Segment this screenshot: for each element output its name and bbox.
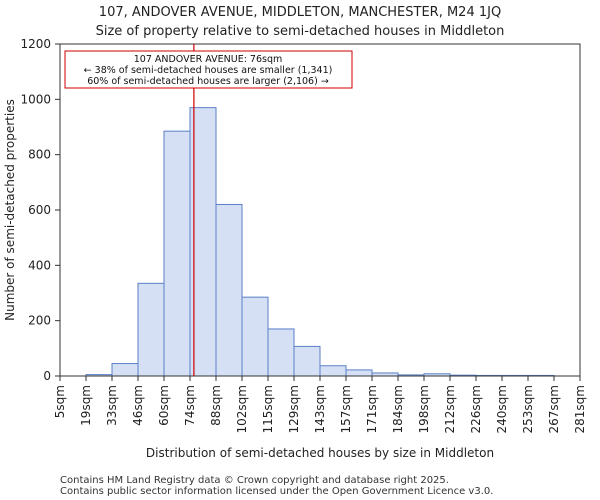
x-tick-label: 60sqm [157, 385, 171, 426]
x-tick-label: 226sqm [469, 385, 483, 433]
annotation-line-1: 107 ANDOVER AVENUE: 76sqm [134, 54, 283, 65]
y-tick-label: 800 [28, 148, 51, 162]
x-tick-label: 46sqm [131, 385, 145, 426]
x-tick-label: 253sqm [521, 385, 535, 433]
annotation-line-2: ← 38% of semi-detached houses are smalle… [84, 65, 333, 76]
histogram-bar-46sqm [137, 282, 165, 377]
histogram-bar-115sqm [267, 328, 295, 377]
x-tick-label: 157sqm [339, 385, 353, 433]
x-tick-label: 267sqm [547, 385, 561, 433]
y-tick-label: 400 [28, 258, 51, 272]
histogram-bar-60sqm [163, 130, 191, 377]
x-tick-label: 212sqm [443, 385, 457, 433]
y-tick-label: 200 [28, 314, 51, 328]
chart-subtitle: Size of property relative to semi-detach… [96, 24, 505, 39]
y-axis-label: Number of semi-detached properties [3, 99, 17, 321]
y-tick-label: 1000 [20, 92, 51, 106]
x-tick-label: 102sqm [235, 385, 249, 433]
histogram-bar-143sqm [319, 365, 347, 377]
x-tick-label: 240sqm [495, 385, 509, 433]
histogram-bar-33sqm [111, 363, 139, 377]
footer-line-1: Contains HM Land Registry data © Crown c… [60, 475, 449, 486]
y-tick-label: 1200 [20, 37, 51, 51]
y-tick-label: 600 [28, 203, 51, 217]
histogram-bar-102sqm [241, 296, 269, 377]
x-axis-label: Distribution of semi-detached houses by … [146, 446, 494, 460]
x-tick-label: 184sqm [391, 385, 405, 433]
histogram-bar-157sqm [345, 369, 373, 377]
histogram-bar-88sqm [215, 203, 243, 377]
x-tick-label: 88sqm [209, 385, 223, 426]
y-axis-ticks: 0 200 400 600 800 1000 1200 [20, 37, 60, 383]
x-tick-label: 143sqm [313, 385, 327, 433]
x-tick-label: 171sqm [365, 385, 379, 433]
chart-title: 107, ANDOVER AVENUE, MIDDLETON, MANCHEST… [99, 5, 501, 20]
histogram-bar-129sqm [293, 345, 321, 377]
x-tick-label: 5sqm [53, 385, 67, 418]
x-tick-label: 33sqm [105, 385, 119, 426]
y-tick-label: 0 [43, 369, 51, 383]
x-tick-label: 74sqm [183, 385, 197, 426]
x-axis-ticks: 5sqm 19sqm 33sqm 46sqm 60sqm 74sqm 88sqm 102sqm… [53, 376, 587, 433]
x-tick-label: 129sqm [287, 385, 301, 433]
annotation-line-3: 60% of semi-detached houses are larger (… [87, 76, 329, 87]
plot-frame [59, 43, 581, 377]
bars-group [85, 107, 555, 377]
x-tick-label: 198sqm [417, 385, 431, 433]
footer-line-2: Contains public sector information licen… [60, 486, 493, 497]
x-tick-label: 19sqm [79, 385, 93, 426]
x-tick-label: 281sqm [573, 385, 587, 433]
annotation-box: 107 ANDOVER AVENUE: 76sqm ← 38% of semi-… [64, 50, 353, 89]
x-tick-label: 115sqm [261, 385, 275, 433]
